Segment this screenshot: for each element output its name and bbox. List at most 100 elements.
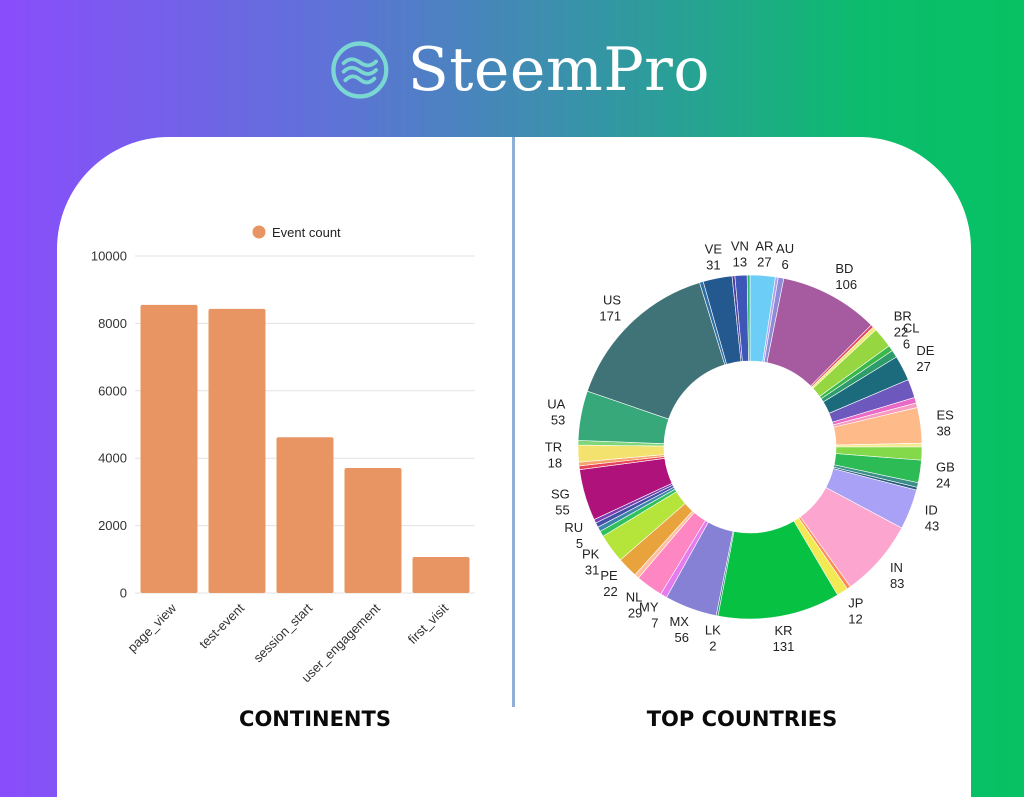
slice-country-label: MY — [639, 600, 659, 615]
slice-value-label: 171 — [599, 309, 621, 324]
slice-label: LK2 — [705, 622, 721, 653]
slice-value-label: 56 — [675, 630, 689, 645]
steempro-waves-icon — [331, 41, 389, 99]
bar — [276, 437, 334, 593]
slice-value-label: 31 — [706, 257, 720, 272]
left-panel-caption: CONTINENTS — [239, 707, 391, 731]
slice-country-label: RU — [564, 520, 583, 535]
brand-name: SteemPro — [407, 35, 710, 105]
slice-value-label: 13 — [733, 254, 747, 269]
slice-country-label: VN — [731, 238, 749, 253]
slice-value-label: 12 — [848, 612, 862, 627]
slice-value-label: 2 — [709, 638, 716, 653]
slice-label: RU5 — [564, 520, 583, 551]
slice-country-label: JP — [848, 596, 863, 611]
slice-value-label: 27 — [757, 255, 771, 270]
slice-value-label: 55 — [555, 502, 569, 517]
slice-value-label: 6 — [781, 257, 788, 272]
bar — [208, 308, 266, 593]
slice-value-label: 38 — [936, 423, 950, 438]
x-tick-label: session_start — [250, 600, 315, 665]
slice-country-label: KR — [774, 623, 792, 638]
slice-country-label: PK — [582, 546, 600, 561]
slice-country-label: US — [603, 293, 621, 308]
slice-value-label: 6 — [903, 337, 910, 352]
slice-country-label: GB — [936, 460, 955, 475]
slice-value-label: 131 — [773, 639, 795, 654]
brand-header: SteemPro — [330, 30, 710, 110]
panel-divider — [512, 137, 515, 707]
slice-country-label: TR — [545, 439, 562, 454]
slice-value-label: 22 — [603, 584, 617, 599]
y-tick-label: 0 — [120, 586, 127, 601]
x-tick-label: page_view — [125, 600, 180, 655]
slice-value-label: 106 — [835, 277, 857, 292]
slice-country-label: ES — [936, 407, 954, 422]
slice-country-label: IN — [890, 560, 903, 575]
slice-country-label: UA — [547, 396, 565, 411]
slice-value-label: 22 — [894, 325, 908, 340]
slice-label: CL6 — [903, 321, 920, 352]
y-tick-label: 4000 — [98, 451, 127, 466]
donut-slice — [746, 274, 751, 362]
y-tick-label: 6000 — [98, 383, 127, 398]
slice-country-label: DE — [916, 343, 934, 358]
slice-value-label: 27 — [916, 359, 930, 374]
slice-country-label: BD — [835, 261, 853, 276]
slice-country-label: BR — [894, 309, 912, 324]
chart-legend: Event count — [252, 225, 341, 240]
slice-country-label: AR — [755, 239, 773, 254]
slice-country-label: CL — [903, 321, 920, 336]
legend-swatch — [252, 225, 266, 239]
slice-country-label: AU — [776, 241, 794, 256]
slice-country-label: VE — [705, 241, 723, 256]
slice-label: MY7 — [639, 600, 659, 631]
bar — [344, 467, 402, 593]
x-tick-label: first_visit — [405, 600, 452, 647]
slice-value-label: 31 — [585, 562, 599, 577]
right-panel-caption: TOP COUNTRIES — [646, 707, 838, 731]
y-tick-label: 2000 — [98, 518, 127, 533]
slice-country-label: SG — [551, 486, 570, 501]
x-tick-label: test-event — [196, 600, 247, 651]
slice-value-label: 83 — [890, 576, 904, 591]
slice-value-label: 5 — [576, 536, 583, 551]
slice-country-label: PE — [600, 568, 618, 583]
legend-label: Event count — [272, 225, 341, 240]
y-tick-label: 8000 — [98, 316, 127, 331]
slice-country-label: MX — [669, 614, 689, 629]
event-count-bar-chart: Event count 0 2000 4000 6000 8000 10000 page_vi… — [91, 225, 475, 685]
slice-label: AU6 — [776, 241, 794, 272]
bar — [412, 556, 470, 593]
slice-value-label: 24 — [936, 476, 950, 491]
slice-value-label: 18 — [548, 455, 562, 470]
y-tick-label: 10000 — [91, 249, 127, 264]
slice-value-label: 43 — [925, 519, 939, 534]
slice-country-label: NL — [626, 589, 643, 604]
bar — [140, 304, 198, 593]
slice-country-label: ID — [925, 503, 938, 518]
slice-value-label: 29 — [628, 605, 642, 620]
slice-value-label: 53 — [551, 412, 565, 427]
